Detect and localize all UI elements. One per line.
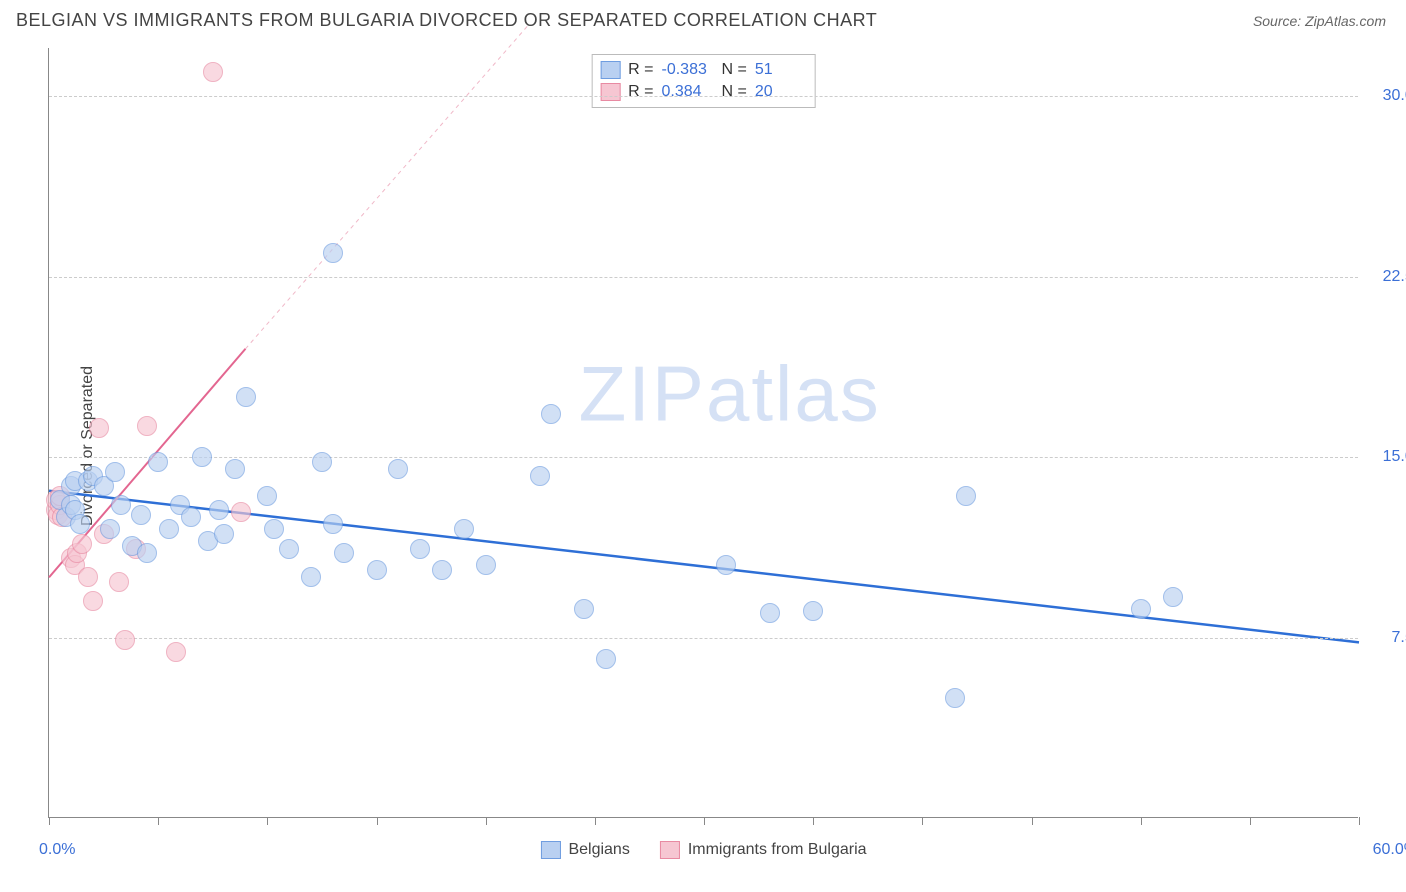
watermark: ZIPatlas [579, 349, 881, 440]
data-point [100, 519, 120, 539]
legend-swatch [540, 841, 560, 859]
x-tick [1250, 817, 1251, 825]
x-tick [1032, 817, 1033, 825]
data-point [264, 519, 284, 539]
x-tick [158, 817, 159, 825]
data-point [137, 543, 157, 563]
data-point [432, 560, 452, 580]
data-point [203, 62, 223, 82]
data-point [257, 486, 277, 506]
data-point [530, 466, 550, 486]
x-tick [1359, 817, 1360, 825]
data-point [1131, 599, 1151, 619]
data-point [945, 688, 965, 708]
stat-r-label: R = [628, 61, 653, 79]
data-point [209, 500, 229, 520]
data-point [367, 560, 387, 580]
stat-n-value: 20 [755, 83, 807, 101]
data-point [131, 505, 151, 525]
x-tick [704, 817, 705, 825]
data-point [334, 543, 354, 563]
header: BELGIAN VS IMMIGRANTS FROM BULGARIA DIVO… [0, 0, 1406, 37]
data-point [78, 567, 98, 587]
data-point [148, 452, 168, 472]
correlation-stats-box: R = -0.383 N = 51 R = 0.384 N = 20 [591, 54, 816, 108]
data-point [89, 418, 109, 438]
data-point [279, 539, 299, 559]
data-point [956, 486, 976, 506]
scatter-chart: ZIPatlas R =-0.383N =51R =0.384N =20 Bel… [48, 48, 1358, 818]
trend-lines [49, 48, 1358, 817]
data-point [454, 519, 474, 539]
chart-source: Source: ZipAtlas.com [1253, 13, 1386, 29]
data-point [1163, 587, 1183, 607]
data-point [181, 507, 201, 527]
x-axis-max-label: 60.0% [1373, 841, 1406, 859]
x-tick [922, 817, 923, 825]
data-point [225, 459, 245, 479]
stat-r-value: 0.384 [662, 83, 714, 101]
stat-row: R = 0.384 N = 20 [600, 81, 807, 103]
data-point [596, 649, 616, 669]
stat-n-value: 51 [755, 61, 807, 79]
legend-item: Immigrants from Bulgaria [660, 841, 867, 859]
legend-swatch [660, 841, 680, 859]
data-point [83, 591, 103, 611]
data-point [574, 599, 594, 619]
data-point [105, 462, 125, 482]
data-point [716, 555, 736, 575]
legend: Belgians Immigrants from Bulgaria [540, 841, 866, 859]
data-point [410, 539, 430, 559]
chart-title: BELGIAN VS IMMIGRANTS FROM BULGARIA DIVO… [16, 10, 877, 31]
data-point [159, 519, 179, 539]
data-point [137, 416, 157, 436]
data-point [312, 452, 332, 472]
data-point [760, 603, 780, 623]
data-point [323, 514, 343, 534]
stat-row: R = -0.383 N = 51 [600, 59, 807, 81]
data-point [541, 404, 561, 424]
data-point [115, 630, 135, 650]
legend-label: Belgians [568, 841, 629, 859]
data-point [72, 534, 92, 554]
x-axis-min-label: 0.0% [39, 841, 75, 859]
y-tick-label: 15.0% [1368, 448, 1406, 466]
data-point [301, 567, 321, 587]
data-point [231, 502, 251, 522]
y-tick-label: 30.0% [1368, 87, 1406, 105]
data-point [476, 555, 496, 575]
x-tick [1141, 817, 1142, 825]
legend-label: Immigrants from Bulgaria [688, 841, 867, 859]
series-swatch [600, 61, 620, 79]
x-tick [377, 817, 378, 825]
gridline [49, 638, 1358, 639]
x-tick [595, 817, 596, 825]
data-point [214, 524, 234, 544]
data-point [109, 572, 129, 592]
data-point [236, 387, 256, 407]
legend-item: Belgians [540, 841, 629, 859]
stat-r-value: -0.383 [662, 61, 714, 79]
y-tick-label: 22.5% [1368, 268, 1406, 286]
data-point [111, 495, 131, 515]
data-point [192, 447, 212, 467]
data-point [323, 243, 343, 263]
data-point [166, 642, 186, 662]
series-swatch [600, 83, 620, 101]
x-tick [49, 817, 50, 825]
gridline [49, 457, 1358, 458]
data-point [70, 514, 90, 534]
gridline [49, 96, 1358, 97]
x-tick [813, 817, 814, 825]
data-point [803, 601, 823, 621]
x-tick [267, 817, 268, 825]
stat-r-label: R = [628, 83, 653, 101]
x-tick [486, 817, 487, 825]
stat-n-label: N = [722, 61, 747, 79]
gridline [49, 277, 1358, 278]
data-point [388, 459, 408, 479]
stat-n-label: N = [722, 83, 747, 101]
y-tick-label: 7.5% [1368, 629, 1406, 647]
